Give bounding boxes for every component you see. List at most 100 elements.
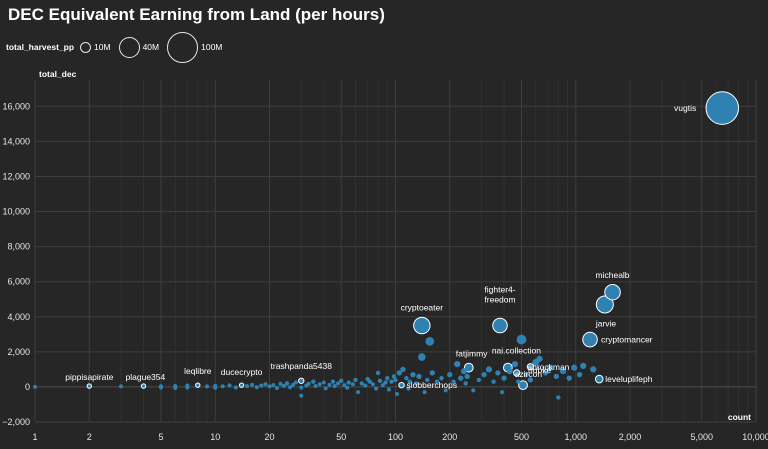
data-point — [323, 386, 328, 391]
data-point-ducecrypto — [238, 382, 245, 388]
data-point — [350, 382, 355, 387]
data-point-slobberchops — [398, 381, 405, 389]
size-legend-label-medium: 40M — [142, 42, 160, 52]
data-point — [454, 361, 461, 368]
data-point — [458, 375, 464, 381]
data-point — [395, 391, 400, 396]
y-tick-label: 8,000 — [7, 242, 30, 252]
data-point — [393, 377, 398, 383]
data-point — [391, 374, 397, 379]
point-label-fatjimmy: fatjimmy — [456, 349, 488, 359]
data-point-cryptomancer — [582, 331, 598, 348]
data-point-leqlibre — [195, 382, 201, 388]
data-point — [396, 370, 403, 376]
data-point — [284, 381, 290, 386]
data-point — [425, 336, 435, 346]
data-point — [406, 386, 411, 391]
point-label-line: fighter4- — [484, 285, 515, 295]
data-point — [500, 390, 505, 395]
point-label-line: freedom — [484, 295, 515, 305]
point-label-ducecrypto: ducecrypto — [221, 367, 263, 377]
y-tick-label: 0 — [25, 382, 30, 392]
data-point-abrockman — [526, 363, 534, 371]
point-label-trashpanda5438: trashpanda5438 — [271, 361, 333, 371]
size-legend-item-small: 10M — [80, 41, 111, 53]
data-point — [559, 368, 567, 375]
data-point — [451, 379, 456, 384]
y-tick-label: 16,000 — [2, 101, 30, 111]
data-point — [119, 384, 124, 389]
point-label-abrockman: abrockman — [527, 362, 569, 372]
point-label-michealb: michealb — [596, 270, 630, 280]
data-point — [299, 385, 304, 390]
data-point — [501, 375, 507, 381]
data-point — [546, 364, 554, 371]
data-point — [299, 393, 304, 398]
data-point — [506, 368, 513, 375]
data-point — [250, 382, 255, 387]
data-point — [336, 381, 341, 386]
data-point — [476, 377, 482, 383]
data-point — [416, 373, 422, 380]
data-point — [429, 370, 435, 376]
x-tick-label: 10,000 — [742, 432, 768, 442]
point-label-nai-collection: nai.collection — [492, 346, 541, 356]
x-tick-label: 5 — [158, 432, 163, 442]
data-point — [418, 353, 426, 361]
point-label-cryptomancer: cryptomancer — [601, 335, 653, 345]
y-tick-label: −2,000 — [2, 417, 30, 427]
data-point — [542, 370, 549, 376]
data-point — [274, 385, 279, 390]
data-point — [471, 388, 476, 393]
x-tick-label: 10 — [210, 432, 220, 442]
size-legend-title: total_harvest_pp — [6, 42, 75, 52]
point-label-cryptoeater: cryptoeater — [401, 303, 444, 313]
y-tick-label: 10,000 — [2, 207, 30, 217]
data-point — [173, 385, 178, 390]
data-point — [556, 395, 561, 400]
data-point — [359, 381, 364, 386]
data-point-michealb — [604, 283, 621, 301]
data-point — [443, 388, 448, 393]
point-label-vugtis: vugtis — [674, 103, 696, 113]
point-label-jarvie: jarvie — [595, 318, 617, 328]
data-point — [353, 377, 358, 383]
point-label-plague354: plague354 — [126, 372, 166, 382]
point-label-slobberchops: slobberchops — [407, 380, 458, 390]
data-point-fighter4-freedom — [492, 317, 508, 334]
size-legend-item-medium: 40M — [118, 36, 160, 58]
data-point — [259, 383, 264, 388]
y-tick-label: 2,000 — [7, 347, 30, 357]
data-point-cryptoeater — [413, 316, 431, 335]
x-tick-label: 500 — [514, 432, 529, 442]
data-point — [244, 384, 249, 389]
size-legend-label-small: 10M — [94, 42, 111, 52]
x-axis-ticks: 1 2 5 10 20 50 100 200 500 1,000 2,000 5,000 10,000 — [32, 432, 768, 442]
size-legend-circle-large — [167, 31, 199, 63]
x-tick-label: 1 — [32, 432, 37, 442]
data-point — [516, 334, 527, 345]
data-point — [271, 383, 276, 388]
data-point — [356, 390, 361, 395]
data-point — [332, 384, 337, 389]
point-labels: vugtis michealb jarvie cryptomancer cryptoea… — [65, 103, 696, 390]
data-point — [407, 379, 412, 384]
data-point — [213, 385, 218, 390]
data-point — [158, 384, 163, 389]
data-point — [422, 390, 427, 395]
data-point — [447, 371, 453, 378]
x-tick-label: 200 — [442, 432, 457, 442]
size-legend: total_harvest_pp 10M 40M 100M — [6, 30, 230, 64]
data-point — [281, 383, 286, 388]
x-axis-title: count — [728, 412, 751, 422]
point-label-pippisapirate: pippisapirate — [65, 372, 113, 382]
data-point — [293, 380, 298, 385]
data-point — [327, 382, 332, 387]
data-point — [291, 382, 296, 387]
size-legend-item-large: 100M — [167, 31, 222, 63]
y-tick-label: 12,000 — [2, 171, 30, 181]
data-point — [227, 383, 232, 388]
x-tick-label: 1,000 — [564, 432, 587, 442]
data-point — [495, 370, 501, 376]
data-point — [254, 385, 259, 390]
